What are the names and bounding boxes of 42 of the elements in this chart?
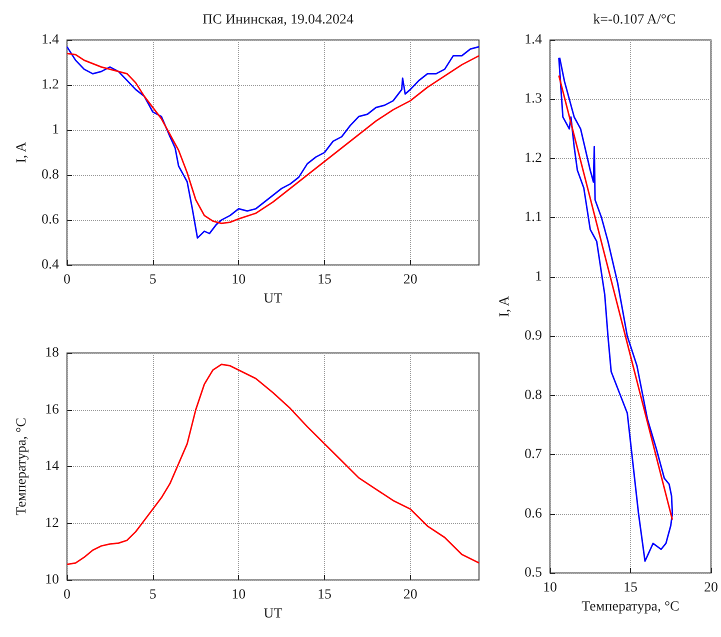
x-tick-label: 10: [232, 272, 246, 288]
y-tick-label: 1.1: [524, 210, 542, 226]
line-series: [66, 364, 480, 566]
y-tick-label: 0.7: [524, 447, 542, 462]
y-tick-label: 1.2: [524, 150, 542, 166]
y-tick-label: 0.5: [524, 566, 542, 580]
y-tick-label: 0.8: [42, 168, 59, 182]
y-axis-title: Температура, °C: [14, 418, 30, 516]
y-tick-label: 0.9: [524, 328, 542, 344]
chart-title: ПС Ининская, 19.04.2024: [202, 12, 354, 28]
x-axis-title: UT: [264, 291, 283, 306]
y-tick-label: 14: [45, 459, 59, 474]
y-tick-label: 0.6: [524, 506, 542, 522]
y-tick-label: 1.4: [524, 32, 542, 48]
x-axis-title: Температура, °C: [582, 599, 680, 614]
x-tick-label: 10: [232, 588, 246, 602]
y-tick-label: 16: [45, 402, 59, 418]
x-tick-label: 15: [318, 588, 332, 602]
x-tick-label: 20: [403, 272, 418, 288]
x-tick-label: 5: [149, 272, 156, 288]
y-tick-label: 0.4: [42, 258, 59, 272]
y-tick-label: 1: [52, 122, 59, 138]
y-axis-title: I, A: [14, 141, 30, 163]
x-tick-label: 15: [318, 272, 332, 288]
y-tick-label: 1: [535, 269, 542, 284]
y-tick-label: 1.3: [524, 92, 542, 107]
x-tick-label: 15: [624, 580, 638, 596]
x-axis-title: UT: [264, 606, 283, 622]
y-tick-label: 0.6: [42, 212, 59, 228]
x-tick-label: 0: [64, 588, 70, 602]
y-tick-label: 18: [45, 346, 59, 360]
x-tick-label: 5: [149, 588, 156, 602]
x-tick-label: 20: [704, 580, 718, 596]
x-tick-label: 10: [543, 580, 557, 596]
chart-title: k=-0.107 A/°C: [593, 12, 676, 28]
y-tick-label: 1.4: [42, 32, 59, 48]
y-tick-label: 1.2: [42, 78, 59, 92]
x-tick-label: 0: [64, 272, 70, 288]
x-tick-label: 20: [403, 588, 418, 602]
y-axis-title: I, A: [498, 295, 512, 317]
y-tick-label: 12: [45, 516, 59, 531]
y-tick-label: 0.8: [524, 388, 542, 403]
